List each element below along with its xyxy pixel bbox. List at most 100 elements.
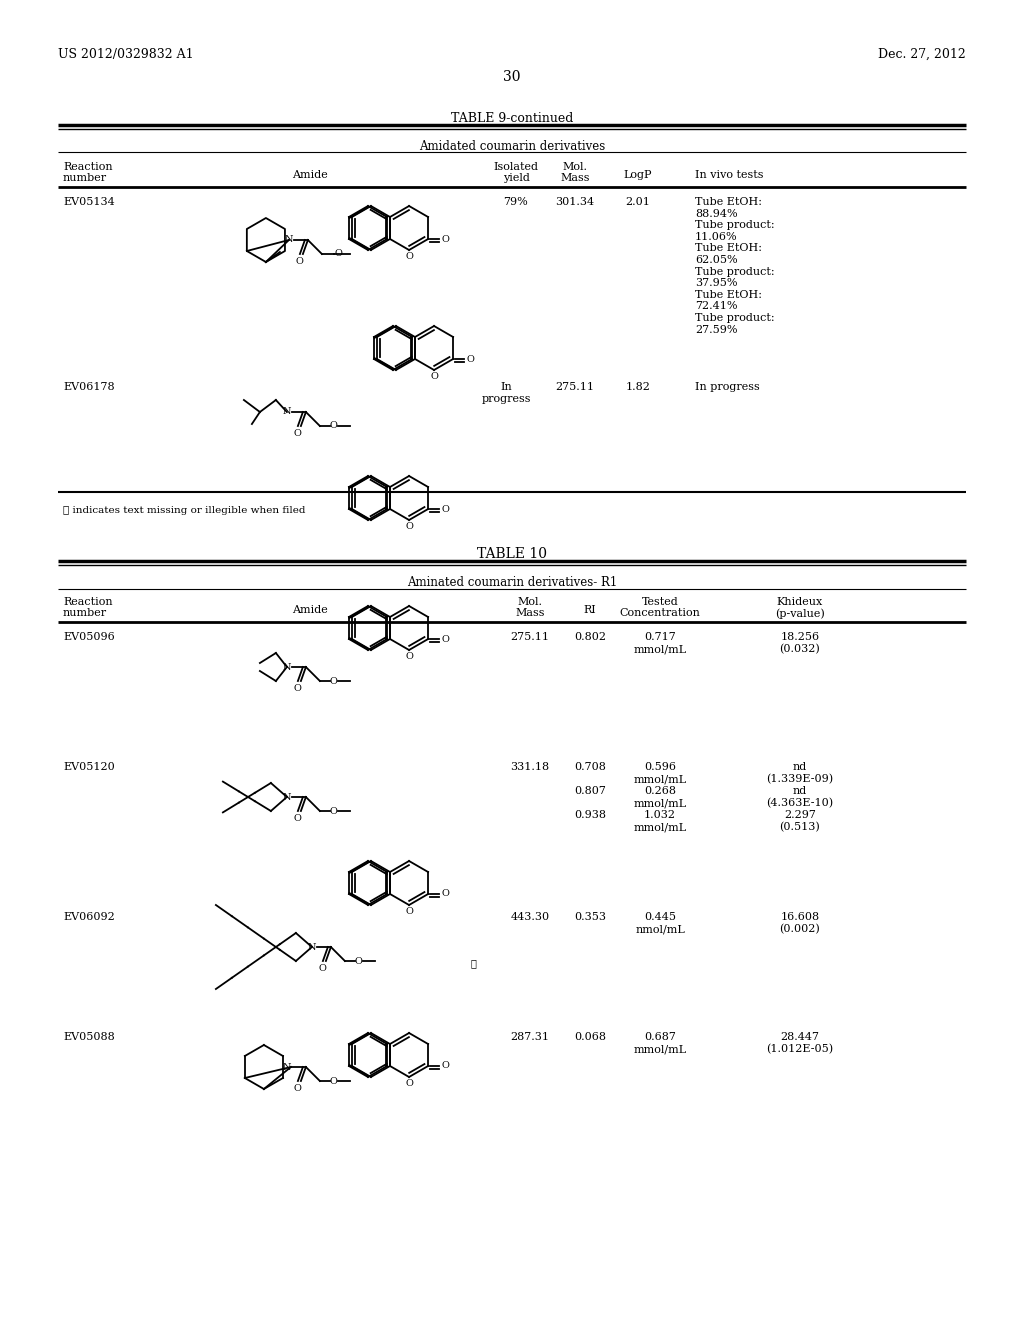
Text: (0.513): (0.513) bbox=[779, 822, 820, 833]
Text: 2.297: 2.297 bbox=[784, 810, 816, 820]
Text: Reaction: Reaction bbox=[63, 597, 113, 607]
Text: O: O bbox=[406, 252, 413, 261]
Text: (0.032): (0.032) bbox=[779, 644, 820, 655]
Text: 0.938: 0.938 bbox=[574, 810, 606, 820]
Text: 0.445: 0.445 bbox=[644, 912, 676, 921]
Text: O: O bbox=[441, 635, 449, 644]
Text: O: O bbox=[294, 814, 302, 822]
Text: EV06092: EV06092 bbox=[63, 912, 115, 921]
Text: O: O bbox=[294, 429, 302, 438]
Text: US 2012/0329832 A1: US 2012/0329832 A1 bbox=[58, 48, 194, 61]
Text: 30: 30 bbox=[503, 70, 521, 84]
Text: O: O bbox=[466, 355, 474, 363]
Text: N: N bbox=[307, 942, 316, 952]
Text: 0.353: 0.353 bbox=[574, 912, 606, 921]
Text: RI: RI bbox=[584, 605, 596, 615]
Text: 0.687: 0.687 bbox=[644, 1032, 676, 1041]
Text: EV05120: EV05120 bbox=[63, 762, 115, 772]
Text: 275.11: 275.11 bbox=[555, 381, 595, 392]
Text: (1.012E-05): (1.012E-05) bbox=[766, 1044, 834, 1055]
Text: nd: nd bbox=[793, 785, 807, 796]
Text: nd: nd bbox=[793, 762, 807, 772]
Text: 443.30: 443.30 bbox=[510, 912, 550, 921]
Text: number: number bbox=[63, 609, 108, 618]
Text: mmol/mL: mmol/mL bbox=[634, 774, 686, 784]
Text: O: O bbox=[335, 249, 343, 259]
Text: In progress: In progress bbox=[695, 381, 760, 392]
Text: 28.447: 28.447 bbox=[780, 1032, 819, 1041]
Text: O: O bbox=[355, 957, 362, 965]
Text: mmol/mL: mmol/mL bbox=[634, 822, 686, 832]
Text: 331.18: 331.18 bbox=[510, 762, 550, 772]
Text: Dec. 27, 2012: Dec. 27, 2012 bbox=[879, 48, 966, 61]
Text: N: N bbox=[283, 1063, 291, 1072]
Text: Concentration: Concentration bbox=[620, 609, 700, 618]
Text: mmol/mL: mmol/mL bbox=[634, 644, 686, 653]
Text: 18.256: 18.256 bbox=[780, 632, 819, 642]
Text: O: O bbox=[294, 684, 302, 693]
Text: number: number bbox=[63, 173, 108, 183]
Text: O: O bbox=[430, 372, 438, 381]
Text: N: N bbox=[283, 408, 291, 417]
Text: EV05088: EV05088 bbox=[63, 1032, 115, 1041]
Text: O: O bbox=[441, 235, 449, 243]
Text: TABLE 10: TABLE 10 bbox=[477, 546, 547, 561]
Text: O: O bbox=[441, 1061, 449, 1071]
Text: mmol/mL: mmol/mL bbox=[634, 799, 686, 808]
Text: Amide: Amide bbox=[292, 605, 328, 615]
Text: O: O bbox=[294, 1084, 302, 1093]
Text: 0.596: 0.596 bbox=[644, 762, 676, 772]
Text: 1.82: 1.82 bbox=[626, 381, 650, 392]
Text: ⓘ indicates text missing or illegible when filed: ⓘ indicates text missing or illegible wh… bbox=[63, 506, 305, 515]
Text: O: O bbox=[406, 652, 413, 661]
Text: 0.708: 0.708 bbox=[574, 762, 606, 772]
Text: Amide: Amide bbox=[292, 170, 328, 180]
Text: N: N bbox=[283, 792, 291, 801]
Text: 2.01: 2.01 bbox=[626, 197, 650, 207]
Text: 0.717: 0.717 bbox=[644, 632, 676, 642]
Text: In: In bbox=[500, 381, 512, 392]
Text: 16.608: 16.608 bbox=[780, 912, 819, 921]
Text: ⓘ: ⓘ bbox=[470, 960, 476, 969]
Text: progress: progress bbox=[481, 393, 530, 404]
Text: O: O bbox=[406, 1078, 413, 1088]
Text: 275.11: 275.11 bbox=[511, 632, 550, 642]
Text: EV05096: EV05096 bbox=[63, 632, 115, 642]
Text: O: O bbox=[441, 504, 449, 513]
Text: (0.002): (0.002) bbox=[779, 924, 820, 935]
Text: (4.363E-10): (4.363E-10) bbox=[766, 799, 834, 808]
Text: (1.339E-09): (1.339E-09) bbox=[766, 774, 834, 784]
Text: O: O bbox=[406, 907, 413, 916]
Text: (p-value): (p-value) bbox=[775, 609, 825, 619]
Text: O: O bbox=[330, 421, 338, 430]
Text: nmol/mL: nmol/mL bbox=[635, 924, 685, 935]
Text: N: N bbox=[283, 663, 291, 672]
Text: Reaction: Reaction bbox=[63, 162, 113, 172]
Text: 0.807: 0.807 bbox=[574, 785, 606, 796]
Text: EV06178: EV06178 bbox=[63, 381, 115, 392]
Text: O: O bbox=[441, 890, 449, 899]
Text: O: O bbox=[330, 1077, 338, 1085]
Text: Mass: Mass bbox=[515, 609, 545, 618]
Text: 1.032: 1.032 bbox=[644, 810, 676, 820]
Text: Amidated coumarin derivatives: Amidated coumarin derivatives bbox=[419, 140, 605, 153]
Text: 0.802: 0.802 bbox=[574, 632, 606, 642]
Text: Isolated: Isolated bbox=[494, 162, 539, 172]
Text: Tested: Tested bbox=[642, 597, 678, 607]
Text: In vivo tests: In vivo tests bbox=[695, 170, 764, 180]
Text: TABLE 9-continued: TABLE 9-continued bbox=[451, 112, 573, 125]
Text: O: O bbox=[318, 964, 327, 973]
Text: LogP: LogP bbox=[624, 170, 652, 180]
Text: 287.31: 287.31 bbox=[511, 1032, 550, 1041]
Text: Aminated coumarin derivatives- R1: Aminated coumarin derivatives- R1 bbox=[407, 576, 617, 589]
Text: O: O bbox=[406, 521, 413, 531]
Text: yield: yield bbox=[503, 173, 529, 183]
Text: Mol.: Mol. bbox=[517, 597, 543, 607]
Text: EV05134: EV05134 bbox=[63, 197, 115, 207]
Text: mmol/mL: mmol/mL bbox=[634, 1044, 686, 1053]
Text: Tube EtOH:
88.94%
Tube product:
11.06%
Tube EtOH:
62.05%
Tube product:
37.95%
Tu: Tube EtOH: 88.94% Tube product: 11.06% T… bbox=[695, 197, 774, 334]
Text: 79%: 79% bbox=[504, 197, 528, 207]
Text: 0.068: 0.068 bbox=[574, 1032, 606, 1041]
Text: Mass: Mass bbox=[560, 173, 590, 183]
Text: O: O bbox=[330, 676, 338, 685]
